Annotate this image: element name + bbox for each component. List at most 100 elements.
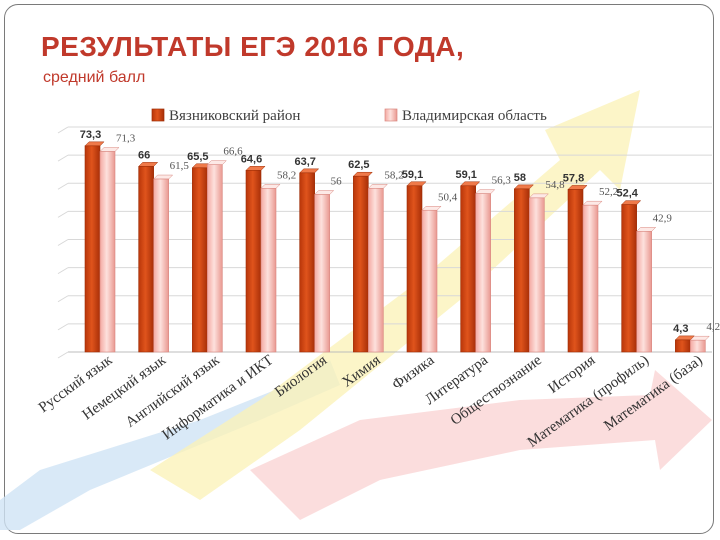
chart-bars — [84, 141, 710, 353]
legend-label: Вязниковский район — [169, 108, 300, 124]
value-label: 62,5 — [348, 159, 369, 171]
value-label: 63,7 — [294, 156, 315, 168]
bar-body — [636, 231, 652, 353]
bar-top — [621, 200, 642, 205]
bar-body — [153, 178, 169, 353]
bar-top — [299, 168, 320, 174]
gridline-depth — [57, 210, 69, 218]
bar-top — [138, 162, 159, 167]
bar-region — [582, 200, 603, 353]
value-label: 58,2 — [384, 169, 403, 181]
value-label: 61,5 — [170, 160, 190, 172]
bar-top — [99, 147, 120, 152]
bar-body — [675, 339, 691, 353]
bar-body — [314, 194, 330, 353]
value-label: 56 — [331, 176, 343, 188]
bar-region — [153, 174, 174, 353]
legend-item-district: Вязниковский район — [151, 108, 300, 124]
bar-top — [314, 190, 335, 195]
bar-region — [99, 147, 120, 353]
legend-label: Владимирская область — [402, 108, 547, 124]
bar-body — [582, 204, 599, 353]
chart-legend: Вязниковский район Владимирская область — [151, 108, 547, 124]
value-label: 52,4 — [616, 188, 638, 200]
bar-top — [475, 189, 496, 194]
value-label: 65,5 — [187, 151, 208, 163]
slide-title: РЕЗУЛЬТАТЫ ЕГЭ 2016 ГОДА, — [41, 31, 465, 62]
value-label: 4,3 — [673, 323, 688, 335]
bar-body — [475, 193, 491, 353]
slide-subtitle: средний балл — [43, 69, 146, 86]
bar-region — [421, 206, 442, 353]
decor-arrow-red — [250, 370, 712, 520]
bar-region — [689, 335, 710, 353]
bar-top — [245, 166, 266, 171]
bar-district — [299, 168, 320, 353]
bar-top — [352, 171, 373, 177]
background-arrows — [0, 90, 712, 530]
legend-item-region: Владимирская область — [384, 108, 547, 124]
category-label: Физика — [389, 352, 437, 393]
legend-swatch — [151, 108, 165, 122]
value-label: 58 — [514, 172, 526, 184]
bar-body — [138, 166, 154, 353]
bar-region — [314, 190, 335, 353]
bar-body — [353, 175, 369, 353]
bar-body — [99, 151, 116, 353]
value-label: 42,9 — [653, 212, 673, 224]
value-label: 50,4 — [438, 191, 458, 203]
bar-body — [368, 188, 384, 353]
value-label: 52,2 — [599, 186, 618, 198]
bar-region — [260, 184, 281, 353]
bar-top — [460, 181, 481, 187]
bar-body — [421, 209, 438, 353]
bar-body — [567, 189, 584, 353]
bar-body — [260, 188, 277, 353]
value-label: 66 — [138, 149, 150, 161]
bar-body — [406, 185, 423, 353]
value-label: 59,1 — [402, 169, 423, 181]
bar-body — [192, 167, 208, 353]
bar-region — [475, 189, 496, 353]
bar-region — [367, 184, 388, 353]
bar-body — [84, 145, 101, 353]
decor-arrow-yellow — [150, 90, 640, 500]
gridline-depth — [57, 182, 69, 190]
bar-top — [367, 184, 388, 189]
bar-body — [514, 188, 530, 353]
bar-top — [84, 141, 105, 147]
bar-top — [206, 160, 227, 165]
value-label: 58,2 — [277, 169, 296, 181]
bar-body — [299, 172, 315, 353]
bar-body — [529, 197, 545, 353]
gridline-depth — [57, 323, 69, 331]
value-label: 73,3 — [80, 129, 101, 141]
value-label: 71,3 — [116, 132, 136, 144]
bar-body — [460, 185, 476, 353]
bar-body — [207, 164, 223, 353]
gridline-depth — [57, 126, 69, 134]
value-label: 54,8 — [545, 179, 565, 191]
bar-region — [636, 227, 657, 353]
bar-region — [528, 193, 549, 353]
bar-top — [406, 181, 427, 187]
bar-top — [153, 174, 174, 180]
bar-region — [206, 160, 227, 353]
bar-body — [245, 170, 262, 353]
gridline-depth — [57, 154, 69, 162]
bar-body — [621, 204, 637, 353]
bar-district — [84, 141, 105, 353]
value-label: 57,8 — [563, 172, 584, 184]
bar-top — [582, 200, 603, 206]
bar-top — [260, 184, 281, 189]
legend-swatch — [384, 108, 398, 122]
bar-top — [421, 206, 442, 211]
value-label: 4,2 — [706, 321, 720, 333]
bar-body — [690, 339, 706, 353]
value-label: 64,6 — [241, 153, 262, 165]
gridline-depth — [57, 351, 69, 359]
chart-grid — [57, 126, 712, 359]
value-label: 56,3 — [492, 175, 512, 187]
